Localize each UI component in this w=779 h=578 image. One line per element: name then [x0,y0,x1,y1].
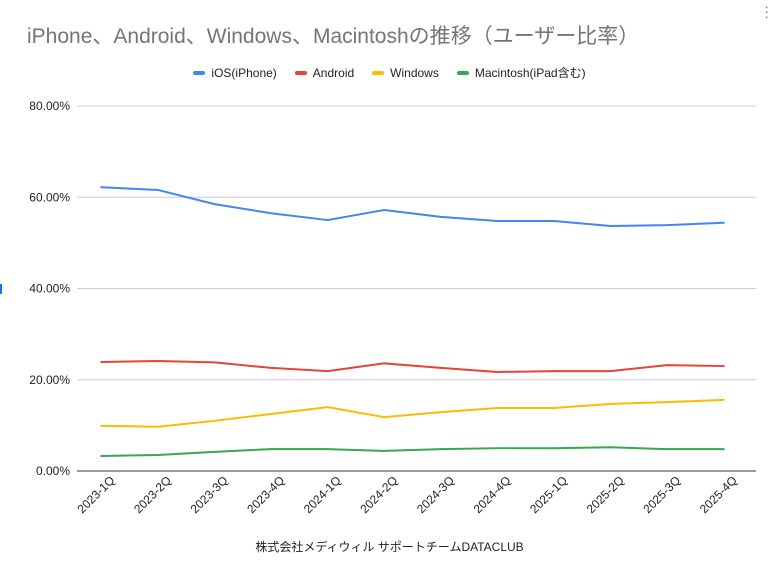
data-point [156,360,159,363]
data-point [270,412,273,415]
series-line-2 [101,398,724,428]
x-tick-label: 2023-3Q [188,473,231,516]
series-line-0 [101,186,724,227]
data-point [270,366,273,369]
data-point [666,401,669,404]
data-point [552,407,555,410]
x-tick-label: 2025-1Q [527,473,570,516]
data-point [439,215,442,218]
y-tick-label: 0.00% [36,464,70,478]
data-point [156,425,159,428]
x-tick-label: 2023-4Q [244,473,287,516]
data-point [213,361,216,364]
series-line-1 [101,360,724,373]
data-point [552,447,555,450]
data-point [270,212,273,215]
legend-swatch [193,70,206,75]
data-point [326,370,329,373]
x-tick-label: 2023-1Q [74,473,117,516]
data-point [552,219,555,222]
legend-label: Windows [390,65,439,80]
data-point [383,362,386,365]
legend-swatch [456,70,469,75]
data-point [270,448,273,451]
data-point [213,450,216,453]
data-point [100,186,103,189]
data-point [100,454,103,457]
data-point [496,407,499,410]
data-point [213,419,216,422]
x-tick-label: 2025-2Q [584,473,627,516]
data-point [609,224,612,227]
data-point [666,364,669,367]
data-point [383,416,386,419]
x-tick-label: 2025-3Q [640,473,683,516]
data-point [326,448,329,451]
legend-item[interactable]: iOS(iPhone) [193,64,277,81]
series-line-3 [101,446,724,457]
data-point [100,360,103,363]
data-point [496,447,499,450]
data-point [666,224,669,227]
x-tick-label: 2024-4Q [471,473,514,516]
data-point [496,219,499,222]
data-point [213,203,216,206]
legend-label: iOS(iPhone) [211,65,277,80]
data-point [609,402,612,405]
data-point [552,370,555,373]
data-point [326,219,329,222]
x-tick-label: 2025-4Q [697,473,740,516]
data-point [666,448,669,451]
data-point [496,370,499,373]
data-point [439,366,442,369]
legend-label: Macintosh(iPad含む) [474,66,586,80]
data-point [326,406,329,409]
data-point [383,449,386,452]
data-point [722,448,725,451]
data-point [722,365,725,368]
legend-swatch [294,70,307,75]
data-point [722,398,725,401]
y-tick-label: 40.00% [29,282,70,296]
selection-edge-marker [0,284,2,294]
x-tick-label: 2024-1Q [301,473,344,516]
y-tick-label: 60.00% [29,190,70,204]
data-point [439,411,442,414]
legend-item[interactable]: Windows [372,64,439,81]
x-tick-label: 2024-2Q [357,473,400,516]
y-tick-label: 80.00% [29,99,70,113]
legend-item[interactable]: Macintosh(iPad含む) [456,64,586,81]
data-point [609,370,612,373]
chart-title: iPhone、Android、Windows、Macintoshの推移（ユーザー… [27,25,640,48]
more-options-icon[interactable]: · · · [764,0,769,24]
data-point [156,454,159,457]
legend-swatch [372,70,385,75]
x-tick-label: 2024-3Q [414,473,457,516]
x-axis-title: 株式会社メディウィル サポートチームDATACLUB [255,540,524,554]
data-point [383,209,386,212]
data-point [156,188,159,191]
data-point [100,424,103,427]
legend: iOS(iPhone) Android Windows Macintosh(iPad含… [0,64,779,81]
data-point [722,221,725,224]
legend-item[interactable]: Android [294,64,355,81]
data-point [609,446,612,449]
y-tick-label: 20.00% [29,373,70,387]
data-point [439,448,442,451]
x-tick-label: 2023-2Q [131,473,174,516]
legend-label: Android [312,65,355,80]
